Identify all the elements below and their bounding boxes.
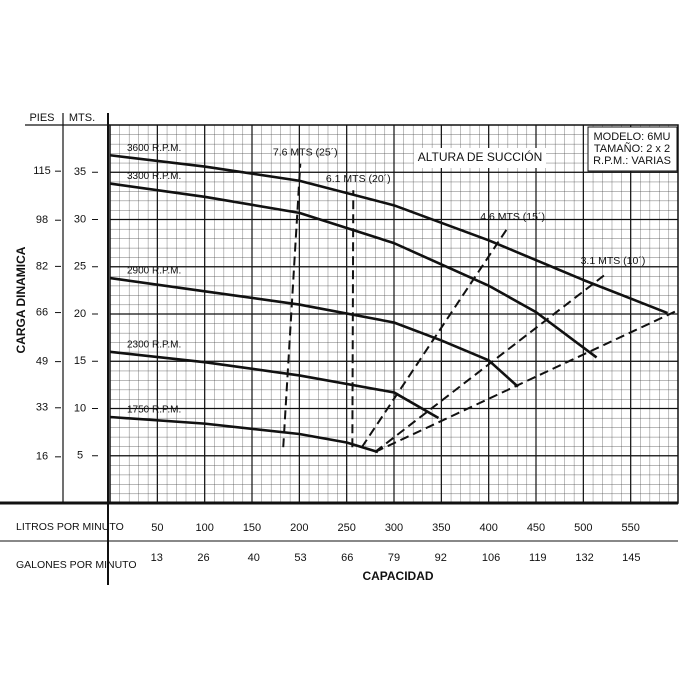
x-tick-label: 250: [337, 522, 355, 534]
y-tick-label: 15: [74, 355, 86, 367]
lines-layer: [109, 153, 679, 454]
y-tick-label: 30: [74, 213, 86, 225]
x2-tick-label: 132: [575, 552, 593, 564]
rpm-curve: [109, 276, 519, 388]
x-tick-label: 200: [290, 522, 308, 534]
y-tick-label: 5: [77, 450, 83, 462]
rpm-label: 2900 R.P.M.: [127, 266, 181, 277]
suction-label: 4.6 MTS (15´): [480, 211, 545, 223]
y2-tick-label: 33: [36, 402, 48, 414]
info-line: R.P.M.: VARIAS: [593, 155, 671, 167]
y-tick-label: 35: [74, 166, 86, 178]
y2-tick-label: 98: [36, 214, 48, 226]
y-tick-label: 10: [74, 402, 86, 414]
x2-unit: GALONES POR MINUTO: [16, 559, 137, 571]
y-tick-label: 20: [74, 308, 86, 320]
suction-label: 3.1 MTS (10´): [581, 255, 646, 267]
info-line: MODELO: 6MU: [593, 131, 670, 143]
suction-label: 6.1 MTS (20´): [326, 173, 391, 185]
x-axis-title: CAPACIDAD: [362, 569, 433, 583]
x-unit: LITROS POR MINUTO: [16, 521, 124, 533]
x2-tick-label: 92: [435, 552, 447, 564]
rpm-label: 3300 R.P.M.: [127, 171, 181, 182]
x2-tick-label: 26: [197, 552, 209, 564]
text-layer: 5 10 15 20 25 30 35 16 33 49 66 82 98 115 50 100 150 200 2…: [33, 143, 645, 564]
y-tick-label: 25: [74, 261, 86, 273]
x-tick-label: 50: [151, 522, 163, 534]
x-tick-label: 500: [574, 522, 592, 534]
x-tick-label: 550: [621, 522, 639, 534]
y2-tick-label: 16: [36, 451, 48, 463]
y2-tick-label: 115: [33, 165, 51, 177]
rpm-curve: [109, 153, 669, 315]
rpm-curve: [109, 182, 598, 359]
x2-tick-label: 106: [482, 552, 500, 564]
x2-tick-label: 145: [622, 552, 640, 564]
x-tick-label: 150: [243, 522, 261, 534]
annotation: ALTURA DE SUCCIÓN: [418, 149, 542, 164]
x2-tick-label: 119: [529, 552, 547, 564]
info-line: TAMAÑO: 2 x 2: [594, 142, 670, 155]
x-tick-label: 450: [527, 522, 545, 534]
grid-layer: [109, 124, 679, 504]
info-box: [587, 126, 678, 172]
x2-tick-label: 66: [341, 552, 353, 564]
suction-label: 7.6 MTS (25´): [273, 147, 338, 159]
x2-tick-label: 79: [388, 552, 400, 564]
y2-tick-label: 49: [36, 356, 48, 368]
rpm-curve: [109, 350, 440, 420]
x-tick-label: 100: [195, 522, 213, 534]
x-tick-label: 300: [385, 522, 403, 534]
suction-line: [351, 190, 355, 448]
y-unit: MTS.: [69, 112, 95, 124]
suction-line: [360, 227, 509, 448]
x-tick-label: 350: [432, 522, 450, 534]
y2-tick-label: 82: [36, 260, 48, 272]
suction-line: [374, 271, 609, 453]
x2-tick-label: 53: [294, 552, 306, 564]
rpm-label: 3600 R.P.M.: [127, 143, 181, 154]
y-axis-title: CARGA DINAMICA: [14, 246, 28, 353]
rpm-label: 1750 R.P.M.: [127, 405, 181, 416]
rpm-curve: [109, 415, 379, 454]
suction-line: [282, 163, 302, 448]
x-tick-label: 400: [479, 522, 497, 534]
y2-unit: PIES: [29, 112, 54, 124]
y2-tick-label: 66: [36, 306, 48, 318]
annotation-bg: [414, 148, 546, 168]
x2-tick-label: 40: [248, 552, 260, 564]
rpm-label: 2300 R.P.M.: [127, 339, 181, 350]
x2-tick-label: 13: [151, 552, 163, 564]
